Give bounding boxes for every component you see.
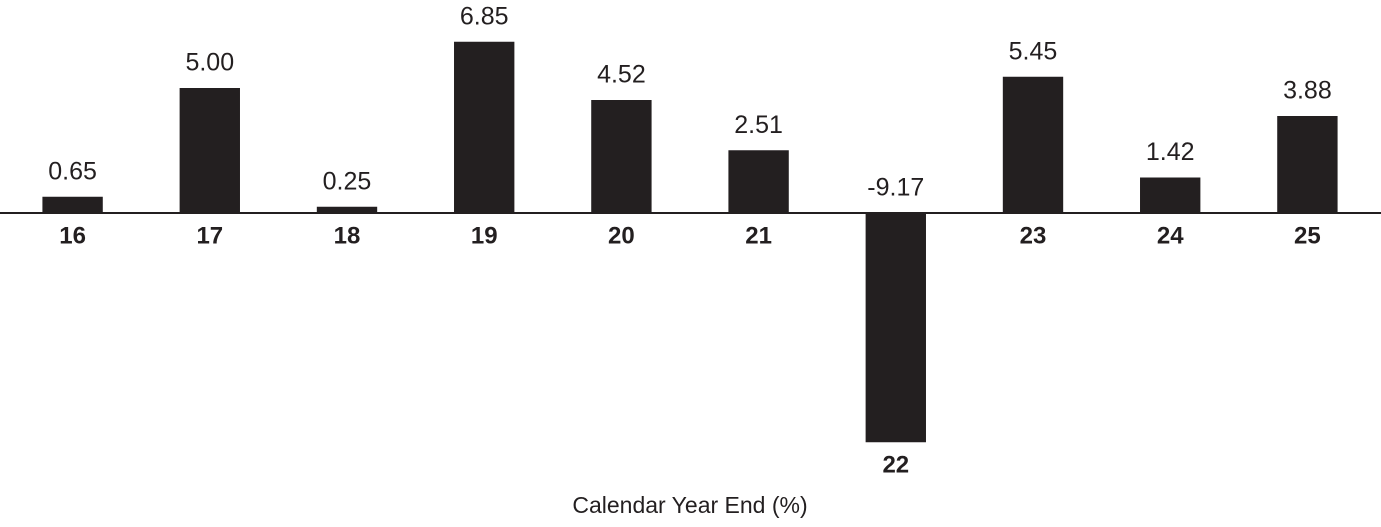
x-tick-label: 17 <box>196 222 223 249</box>
bar <box>1002 76 1064 213</box>
value-label: 0.65 <box>48 157 97 185</box>
x-tick-label: 23 <box>1020 222 1047 249</box>
x-tick-label: 19 <box>471 222 498 249</box>
value-label: 1.42 <box>1146 138 1195 166</box>
value-label: 5.45 <box>1009 37 1058 65</box>
value-label: 5.00 <box>185 49 234 77</box>
value-label: 4.52 <box>597 61 646 89</box>
bar <box>454 41 515 213</box>
bar <box>42 196 103 213</box>
value-label: 3.88 <box>1283 77 1332 105</box>
x-tick-label: 22 <box>882 452 909 479</box>
bar <box>728 150 789 213</box>
bar <box>865 213 926 443</box>
bar <box>179 88 240 213</box>
bar <box>1140 177 1201 213</box>
x-tick-label: 24 <box>1157 222 1184 249</box>
bar <box>316 206 378 213</box>
value-label: 6.85 <box>460 2 509 30</box>
value-label: 0.25 <box>323 167 372 195</box>
x-tick-label: 21 <box>745 222 772 249</box>
x-tick-label: 20 <box>608 222 635 249</box>
x-tick-label: 18 <box>334 222 361 249</box>
x-axis-title: Calendar Year End (%) <box>572 492 807 518</box>
bar <box>1277 116 1338 213</box>
value-label: -9.17 <box>867 174 924 202</box>
x-tick-label: 25 <box>1294 222 1321 249</box>
x-tick-label: 16 <box>59 222 86 249</box>
value-label: 2.51 <box>734 111 783 139</box>
bar <box>591 100 652 213</box>
